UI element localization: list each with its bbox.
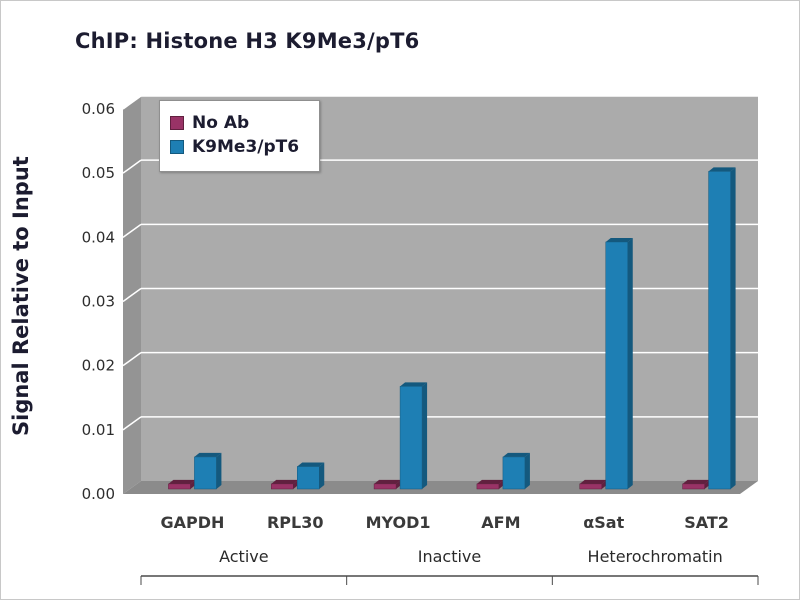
legend-label-k9me3-pt6: K9Me3/pT6 <box>192 137 300 157</box>
bar-no-ab-sat2 <box>682 483 705 490</box>
y-tick-label: 0.01 <box>82 421 115 439</box>
bar-no-ab-myod1 <box>373 483 397 490</box>
bar-k9me3-pt6-sat2 <box>708 171 731 490</box>
bar-k9me3-pt6-sat <box>605 241 628 490</box>
chart-title: ChIP: Histone H3 K9Me3/pT6 <box>75 29 420 53</box>
group-label-active: Active <box>219 547 269 566</box>
legend: No Ab K9Me3/pT6 <box>159 100 321 172</box>
legend-swatch-k9me3-pt6 <box>170 140 184 154</box>
gridline-side <box>122 223 142 238</box>
gridline-side <box>122 352 142 367</box>
gridline-side <box>122 287 142 303</box>
bar-k9me3-pt6-rpl30-top <box>297 462 325 467</box>
legend-label-no-ab: No Ab <box>192 113 250 133</box>
y-tick-label: 0.02 <box>82 357 115 375</box>
bar-k9me3-pt6-sat2-side <box>730 167 736 489</box>
bar-k9me3-pt6-sat-top <box>605 237 633 242</box>
bar-k9me3-pt6-afm <box>502 456 526 490</box>
bar-no-ab-rpl30-top <box>271 479 299 484</box>
y-tick-label: 0.03 <box>82 293 115 311</box>
group-label-inactive: Inactive <box>418 547 482 566</box>
bar-k9me3-pt6-sat2-top <box>708 167 736 172</box>
bar-k9me3-pt6-gapdh-top <box>194 452 222 457</box>
bar-k9me3-pt6-sat-side <box>627 237 633 489</box>
bar-k9me3-pt6-myod1-side <box>422 382 428 489</box>
y-tick-label: 0.06 <box>82 100 115 118</box>
bar-k9me3-pt6-myod1-top <box>400 382 428 387</box>
category-label-afm: AFM <box>481 513 520 532</box>
gridline-side <box>122 159 142 174</box>
bar-k9me3-pt6-myod1 <box>399 386 423 490</box>
bar-no-ab-afm-top <box>476 479 504 484</box>
gridline-side <box>122 95 142 110</box>
y-tick-label: 0.05 <box>82 164 115 182</box>
bar-no-ab-gapdh-top <box>168 479 196 484</box>
bar-no-ab-sat-top <box>579 479 607 484</box>
legend-item-k9me3-pt6: K9Me3/pT6 <box>170 137 299 157</box>
bar-no-ab-afm <box>476 483 500 490</box>
gridline-side <box>122 416 142 431</box>
category-label-gapdh: GAPDH <box>160 513 224 532</box>
legend-swatch-no-ab <box>170 116 184 130</box>
category-label-sat2: SAT2 <box>684 513 729 532</box>
bar-k9me3-pt6-gapdh-side <box>216 452 222 489</box>
legend-item-no-ab: No Ab <box>170 113 299 133</box>
y-tick-label: 0.04 <box>82 228 115 246</box>
bar-k9me3-pt6-rpl30-side <box>319 462 325 489</box>
bar-no-ab-rpl30 <box>271 483 294 490</box>
y-tick-label: 0.00 <box>82 485 115 503</box>
bar-k9me3-pt6-afm-side <box>524 452 530 489</box>
bar-k9me3-pt6-gapdh <box>194 456 217 490</box>
category-label-sat: αSat <box>583 513 624 532</box>
category-label-rpl30: RPL30 <box>267 513 324 532</box>
bar-no-ab-myod1-top <box>374 479 402 484</box>
bar-no-ab-sat <box>579 483 602 490</box>
category-label-myod1: MYOD1 <box>366 513 431 532</box>
bar-no-ab-sat2-top <box>682 479 710 484</box>
bar-k9me3-pt6-rpl30 <box>297 466 320 490</box>
bar-k9me3-pt6-afm-top <box>502 452 530 457</box>
bar-no-ab-gapdh <box>168 483 191 490</box>
group-label-heterochromatin: Heterochromatin <box>588 547 723 566</box>
